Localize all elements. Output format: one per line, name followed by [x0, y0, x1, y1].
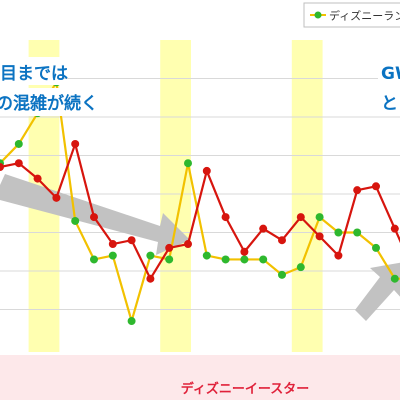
series-1-point — [184, 159, 192, 168]
event-label: ディズニーイースター — [181, 381, 309, 397]
annotation-right-line1: GW — [381, 64, 400, 84]
series-1-point — [108, 251, 117, 260]
series-2-point — [33, 174, 42, 183]
annotation-left-line2: の混雑が続く — [0, 93, 98, 114]
series-2-point — [165, 243, 174, 252]
series-1-point — [278, 270, 286, 279]
event-band — [0, 355, 400, 400]
series-1-point — [165, 255, 174, 264]
series-2-point — [353, 186, 362, 195]
series-2-point — [90, 213, 98, 222]
highlight-band — [291, 40, 323, 352]
series-2-point — [127, 236, 136, 245]
annotation-left-line1: 目までは — [0, 64, 68, 84]
series-2-point — [146, 274, 155, 283]
series-2-point — [334, 251, 343, 260]
series-2-point — [390, 224, 399, 233]
series-1-point — [202, 251, 211, 260]
series-2-point — [372, 182, 380, 191]
series-1-point — [372, 243, 380, 252]
series-2-point — [278, 236, 286, 245]
series-2-point — [259, 224, 268, 233]
legend-label: ディズニーラン — [329, 9, 400, 23]
highlight-band — [160, 40, 191, 352]
annotation-right: GW と — [378, 57, 400, 116]
series-2-point — [71, 139, 80, 148]
series-2-point — [52, 193, 61, 202]
annotation-left: 目までは の混雑が続く — [0, 57, 98, 116]
series-1-point — [315, 213, 324, 222]
series-1-point — [334, 228, 343, 237]
trend-arrow-up — [355, 262, 400, 321]
series-1-point — [71, 216, 80, 225]
series-1-point — [146, 251, 155, 260]
series-2-point — [296, 213, 305, 222]
series-1-point — [14, 139, 23, 148]
series-1-point — [296, 263, 305, 272]
series-1-point — [221, 255, 230, 264]
series-2-point — [221, 213, 230, 222]
series-2-point — [240, 247, 249, 256]
annotation-right-line2: と — [381, 94, 398, 114]
legend: ディズニーラン — [303, 2, 400, 28]
series-2-point — [315, 232, 324, 241]
series-2-point — [202, 166, 211, 175]
series-1-point — [353, 228, 362, 237]
series-2-point — [14, 159, 23, 168]
series-1-point — [390, 274, 399, 283]
series-2-point — [184, 240, 192, 249]
series-1-point — [259, 255, 268, 264]
series-2-point — [108, 240, 117, 249]
series-2-point — [0, 163, 4, 172]
legend-marker — [314, 11, 322, 19]
series-1-point — [240, 255, 249, 264]
series-1-point — [90, 255, 98, 264]
series-1-point — [127, 317, 136, 326]
